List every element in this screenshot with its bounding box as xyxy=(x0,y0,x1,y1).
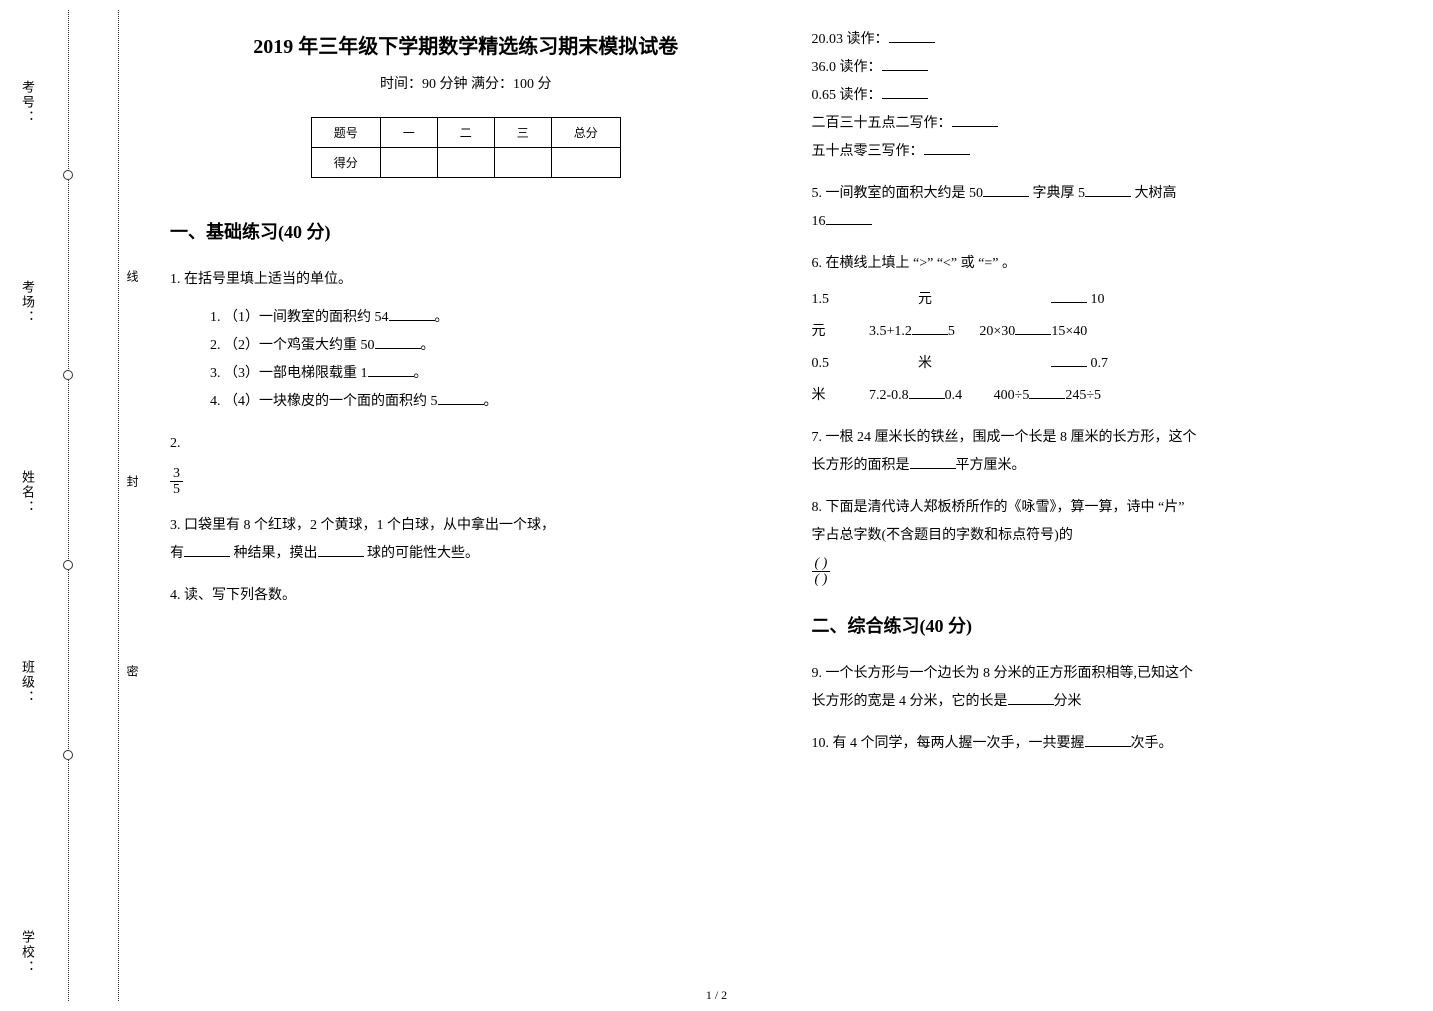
exam-subtitle: 时间：90 分钟 满分：100 分 xyxy=(170,73,762,93)
section-1-title: 一、基础练习(40 分) xyxy=(170,218,762,244)
binding-circle xyxy=(63,750,73,760)
blank[interactable] xyxy=(389,307,435,321)
q6-stem: 6. 在横线上填上 “>” “<” 或 “=” 。 xyxy=(812,250,1404,278)
question-8: 8. 下面是清代诗人郑板桥所作的《咏雪》，算一算，诗中 “片” 字占总字数(不含… xyxy=(812,494,1404,588)
blank[interactable] xyxy=(368,363,414,377)
score-col-label: 题号 xyxy=(311,118,380,148)
q4-line-5: 五十点零三写作： xyxy=(812,138,1404,166)
binding-inner-xian: 线 xyxy=(124,270,141,288)
binding-label-class: 班级： xyxy=(18,660,37,705)
score-col-1: 一 xyxy=(380,118,437,148)
score-col-3: 三 xyxy=(494,118,551,148)
right-column: 20.03 读作： 36.0 读作： 0.65 读作： 二百三十五点二写作： 五… xyxy=(812,20,1404,991)
q4-line-4: 二百三十五点二写作： xyxy=(812,110,1404,138)
question-2: 2. 3 5 xyxy=(170,430,762,498)
binding-inner-mi: 密 xyxy=(124,665,141,683)
left-column: 2019 年三年级下学期数学精选练习期末模拟试卷 时间：90 分钟 满分：100… xyxy=(170,20,762,991)
score-row-label: 得分 xyxy=(311,148,380,178)
score-col-total: 总分 xyxy=(551,118,620,148)
score-table: 题号 一 二 三 总分 得分 xyxy=(311,117,621,178)
q1-item-4: 4. （4）一块橡皮的一个面的面积约 5。 xyxy=(210,388,762,416)
score-col-2: 二 xyxy=(437,118,494,148)
blank[interactable] xyxy=(1051,289,1087,303)
page-number: 1 / 2 xyxy=(706,988,727,1003)
score-value-row: 得分 xyxy=(311,148,620,178)
q2-fraction: 3 5 xyxy=(170,466,183,498)
binding-label-examno: 考号： xyxy=(18,80,37,125)
score-cell[interactable] xyxy=(494,148,551,178)
binding-circle xyxy=(63,170,73,180)
binding-strip: 考号： 考场： 姓名： 班级： 学校： 线 封 密 xyxy=(58,0,138,1011)
score-cell[interactable] xyxy=(551,148,620,178)
blank[interactable] xyxy=(912,321,948,335)
blank[interactable] xyxy=(1015,321,1051,335)
blank[interactable] xyxy=(1085,183,1131,197)
blank[interactable] xyxy=(1085,733,1131,747)
score-cell[interactable] xyxy=(380,148,437,178)
binding-label-room: 考场： xyxy=(18,280,37,325)
q1-item-2: 2. （2）一个鸡蛋大约重 50。 xyxy=(210,332,762,360)
q1-stem: 1. 在括号里填上适当的单位。 xyxy=(170,266,762,294)
blank[interactable] xyxy=(438,391,484,405)
score-header-row: 题号 一 二 三 总分 xyxy=(311,118,620,148)
q1-item-1: 1. （1）一间教室的面积约 54。 xyxy=(210,304,762,332)
binding-circle xyxy=(63,560,73,570)
binding-label-school: 学校： xyxy=(18,930,37,975)
blank[interactable] xyxy=(909,385,945,399)
q4-line-3: 0.65 读作： xyxy=(812,82,1404,110)
question-4-stem: 4. 读、写下列各数。 xyxy=(170,582,762,610)
q4-line-1: 20.03 读作： xyxy=(812,26,1404,54)
q1-item-3: 3. （3）一部电梯限载重 1。 xyxy=(210,360,762,388)
blank[interactable] xyxy=(983,183,1029,197)
blank[interactable] xyxy=(882,57,928,71)
blank[interactable] xyxy=(1029,385,1065,399)
exam-title: 2019 年三年级下学期数学精选练习期末模拟试卷 xyxy=(170,30,762,59)
blank[interactable] xyxy=(375,335,421,349)
blank[interactable] xyxy=(1008,691,1054,705)
blank[interactable] xyxy=(924,141,970,155)
q6-grid: 1.5 元 10 元 3.5+1.25 xyxy=(812,286,1404,410)
question-10: 10. 有 4 个同学，每两人握一次手，一共要握次手。 xyxy=(812,730,1404,758)
section-2-title: 二、综合练习(40 分) xyxy=(812,612,1404,638)
q8-fraction: ( ) ( ) xyxy=(812,556,831,588)
blank[interactable] xyxy=(882,85,928,99)
blank[interactable] xyxy=(952,113,998,127)
binding-label-name: 姓名： xyxy=(18,470,37,515)
question-5: 5. 一间教室的面积大约是 50 字典厚 5 大树高 16 xyxy=(812,180,1404,236)
blank[interactable] xyxy=(318,543,364,557)
question-9: 9. 一个长方形与一个边长为 8 分米的正方形面积相等,已知这个 长方形的宽是 … xyxy=(812,660,1404,716)
question-4-body: 20.03 读作： 36.0 读作： 0.65 读作： 二百三十五点二写作： 五… xyxy=(812,26,1404,166)
blank[interactable] xyxy=(889,29,935,43)
q4-line-2: 36.0 读作： xyxy=(812,54,1404,82)
score-cell[interactable] xyxy=(437,148,494,178)
page-body: 2019 年三年级下学期数学精选练习期末模拟试卷 时间：90 分钟 满分：100… xyxy=(170,20,1403,991)
blank[interactable] xyxy=(184,543,230,557)
binding-circle xyxy=(63,370,73,380)
question-7: 7. 一根 24 厘米长的铁丝，围成一个长是 8 厘米的长方形，这个 长方形的面… xyxy=(812,424,1404,480)
question-6: 6. 在横线上填上 “>” “<” 或 “=” 。 1.5 元 10 元 xyxy=(812,250,1404,410)
dotted-line-inner xyxy=(118,10,119,1001)
blank[interactable] xyxy=(1051,353,1087,367)
dotted-line-outer xyxy=(68,10,69,1001)
blank[interactable] xyxy=(826,211,872,225)
q2-stem: 2. xyxy=(170,430,762,458)
blank[interactable] xyxy=(910,455,956,469)
binding-inner-feng: 封 xyxy=(124,475,141,493)
question-3: 3. 口袋里有 8 个红球，2 个黄球，1 个白球，从中拿出一个球， 有 种结果… xyxy=(170,512,762,568)
question-1: 1. 在括号里填上适当的单位。 1. （1）一间教室的面积约 54。 2. （2… xyxy=(170,266,762,416)
